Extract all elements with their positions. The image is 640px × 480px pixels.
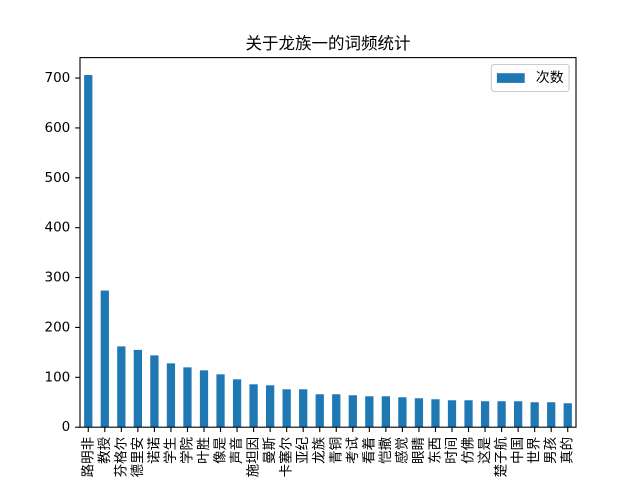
x-tick-label: 教授 <box>97 437 113 464</box>
y-tick-label: 600 <box>44 120 70 136</box>
x-tick-label: 考试 <box>345 436 361 463</box>
bar <box>183 367 192 428</box>
x-tick-label: 仿佛 <box>461 437 477 464</box>
x-tick-label: 看着 <box>360 437 377 464</box>
bar <box>348 395 357 428</box>
y-tick-label: 300 <box>44 270 70 286</box>
x-tick-label: 诺诺 <box>146 437 162 464</box>
legend: 次数 <box>490 63 570 93</box>
x-tick-label: 龙族 <box>312 436 328 463</box>
x-tick-label: 像是 <box>213 437 229 464</box>
legend-frame <box>490 63 570 93</box>
bar <box>166 363 176 428</box>
bar <box>315 394 324 428</box>
bar <box>117 346 126 428</box>
bar <box>497 401 506 428</box>
bar <box>332 394 341 428</box>
x-tick-label: 学生 <box>163 437 179 464</box>
y-tick-label: 500 <box>44 170 70 186</box>
bar <box>431 399 440 428</box>
legend-swatch <box>496 73 525 83</box>
bar <box>133 349 142 428</box>
bar <box>464 400 473 428</box>
bar <box>249 384 258 428</box>
bar <box>414 398 424 428</box>
x-tick-label: 施坦因 <box>246 437 262 478</box>
x-tick-label: 声音 <box>228 437 245 464</box>
x-tick-label: 男孩 <box>543 437 559 464</box>
bar <box>216 374 225 428</box>
y-tick-label: 0 <box>62 419 71 435</box>
x-tick-label: 恺撒 <box>378 436 394 463</box>
x-tick-label: 时间 <box>444 437 460 464</box>
x-tick-label: 卡塞尔 <box>278 437 295 478</box>
bar <box>299 389 308 428</box>
x-axis-ticks: 路明非 教授 芬格尔 德里安 诺诺 学生 学院 叶胜 像是 声音 施坦因 曼斯 卡塞尔 亚纪 龙族 青铜 考试看… <box>80 427 576 478</box>
x-tick-label: 眼睛 <box>411 437 427 464</box>
bar <box>547 402 556 428</box>
y-tick-label: 200 <box>44 319 70 335</box>
chart-title: 关于龙族一的词频统计 <box>246 34 411 53</box>
bar <box>398 397 407 428</box>
x-tick-label: 东西 <box>427 437 443 464</box>
y-tick-label: 400 <box>44 220 70 236</box>
bar <box>266 385 275 428</box>
x-tick-label: 楚子航 <box>494 436 510 477</box>
bar <box>282 389 291 428</box>
x-tick-label: 亚纪 <box>295 437 311 464</box>
legend-label: 次数 <box>536 70 564 86</box>
bar <box>447 400 457 428</box>
bar <box>365 396 374 428</box>
x-tick-label: 这是 <box>476 437 493 464</box>
axes-frame <box>79 57 577 428</box>
x-tick-label: 青铜 <box>328 437 344 464</box>
bar <box>530 402 539 428</box>
y-tick-label: 100 <box>44 369 70 385</box>
x-tick-label: 感觉 <box>393 437 410 464</box>
x-tick-label: 真的 <box>560 437 576 464</box>
bar <box>480 401 490 428</box>
x-tick-label: 曼斯 <box>262 437 278 464</box>
x-tick-label: 芬格尔 <box>113 437 129 478</box>
x-tick-label: 学院 <box>179 436 195 463</box>
bars-group <box>84 75 572 428</box>
bar <box>199 370 209 428</box>
bar <box>563 403 572 428</box>
bar <box>381 396 390 428</box>
y-axis-ticks: 0 100 200 300 400 500 600 700 <box>44 70 80 435</box>
y-tick-label: 700 <box>44 70 70 86</box>
bar <box>514 401 523 428</box>
bar <box>84 75 93 428</box>
x-tick-label: 叶胜 <box>196 437 212 464</box>
x-tick-label: 路明非 <box>80 437 96 478</box>
x-tick-label: 世界 <box>527 437 543 464</box>
bar <box>150 355 159 428</box>
x-tick-label: 中国 <box>510 437 526 464</box>
bar <box>232 379 242 428</box>
x-tick-label: 德里安 <box>130 437 146 478</box>
bar <box>100 290 109 428</box>
